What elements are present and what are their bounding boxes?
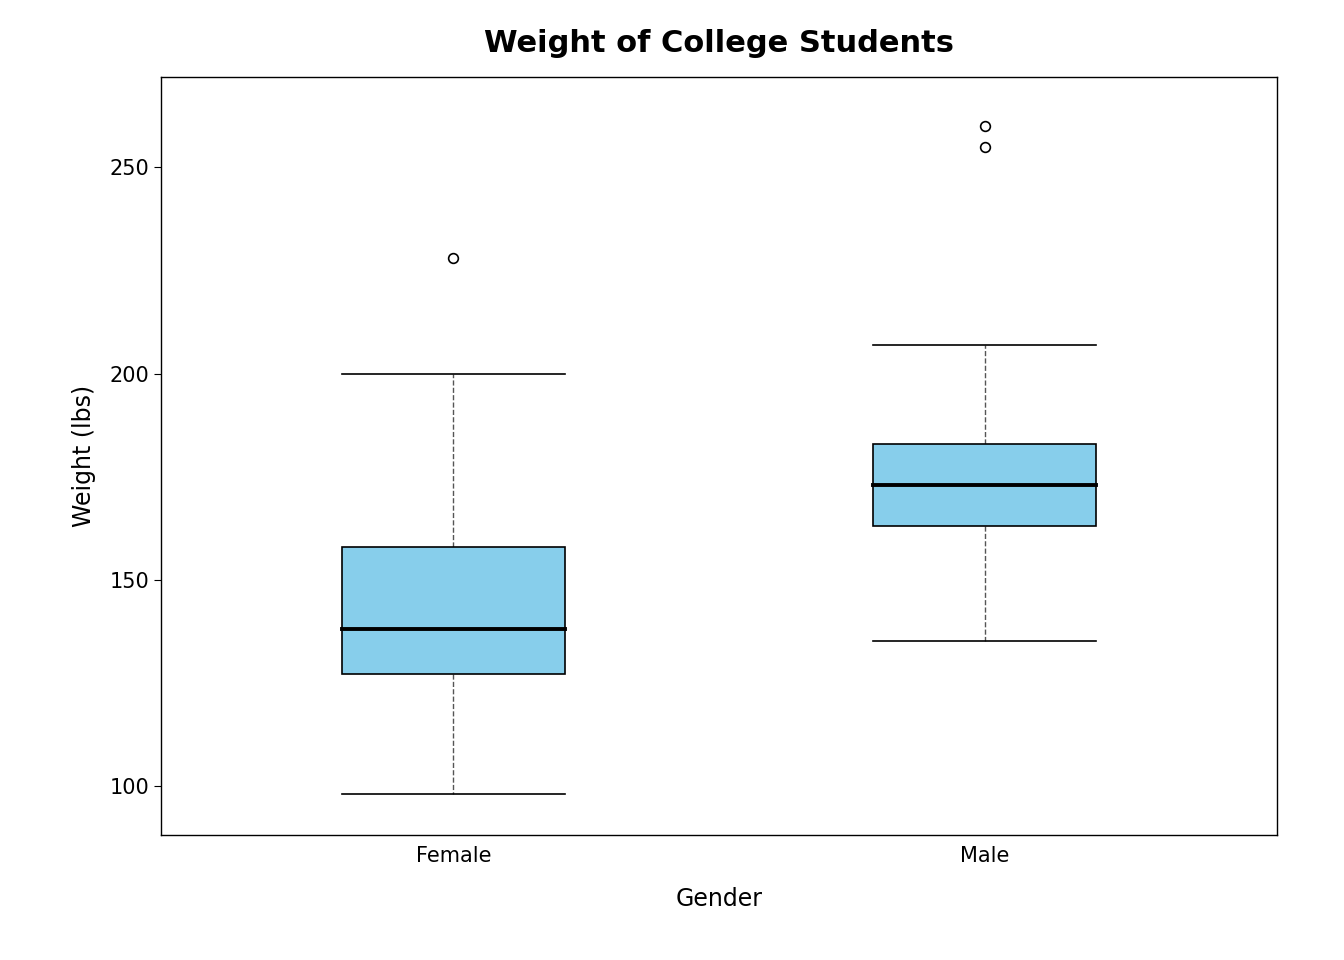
Bar — [874, 444, 1097, 526]
X-axis label: Gender: Gender — [676, 887, 762, 911]
Bar — [341, 546, 564, 675]
Y-axis label: Weight (lbs): Weight (lbs) — [71, 385, 95, 527]
Title: Weight of College Students: Weight of College Students — [484, 29, 954, 58]
